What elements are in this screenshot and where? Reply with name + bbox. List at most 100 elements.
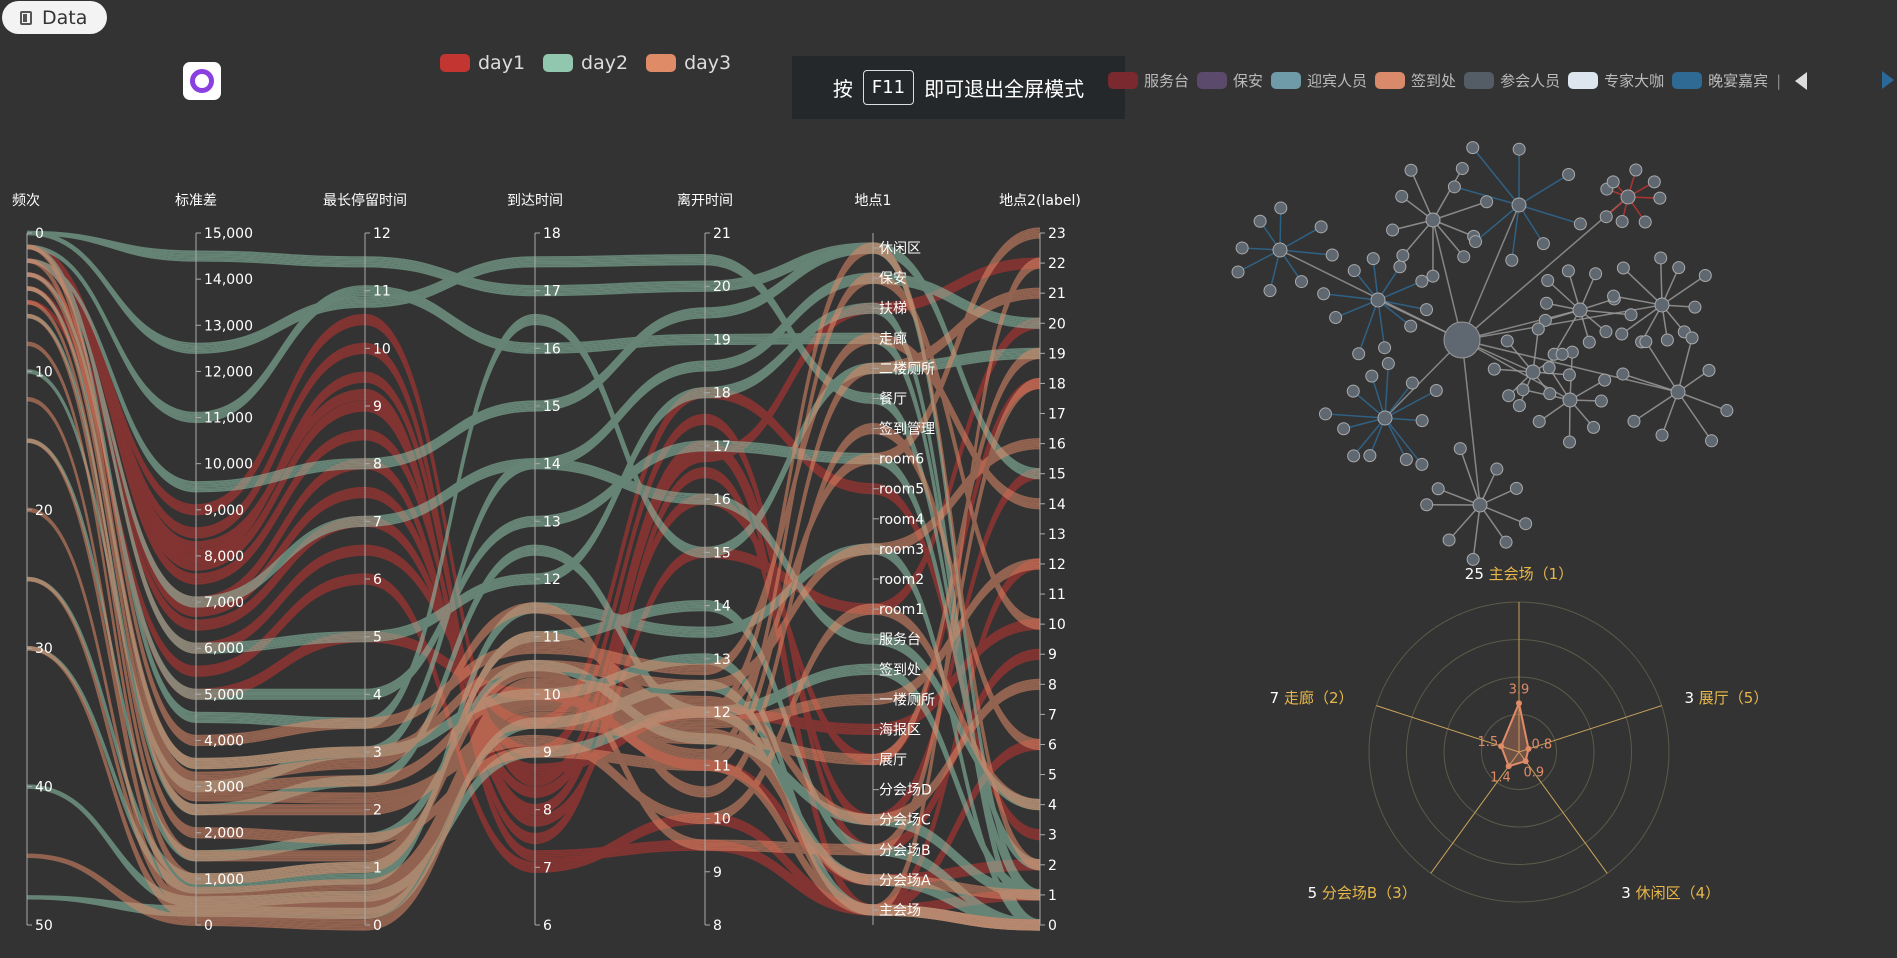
radar-point [1525, 745, 1532, 752]
radar-indicator-badge: 3 [1621, 884, 1635, 902]
legend-item-role[interactable]: 晚宴嘉宾 [1672, 70, 1768, 91]
graph-link [1661, 391, 1679, 436]
graph-link [1357, 299, 1379, 354]
graph-node [1541, 273, 1555, 287]
graph-node [1647, 175, 1661, 189]
series-line [26, 272, 1041, 846]
graph-node [1589, 267, 1603, 281]
series-line [26, 247, 1041, 916]
series-line [26, 244, 1041, 921]
series-line [26, 684, 1041, 926]
graph-node [1532, 414, 1546, 428]
graph-node [1573, 217, 1587, 231]
search-app-icon[interactable] [183, 62, 221, 100]
series-line [26, 397, 1041, 923]
series-line [26, 231, 1041, 893]
series-line [26, 646, 1041, 914]
legend-item-role[interactable]: 迎宾人员 [1271, 70, 1367, 91]
series-line [26, 246, 1041, 836]
legend-next-icon[interactable] [1882, 71, 1894, 89]
axis-tick-label: 17 [543, 284, 561, 300]
graph-node [1426, 269, 1440, 283]
axis-tick-label: 9 [543, 745, 552, 761]
series-line [26, 245, 1041, 908]
graph-node [1599, 210, 1613, 224]
legend-item-day3[interactable]: day3 [646, 52, 731, 74]
radar-indicator-label: 7 走廊（2） [1270, 689, 1354, 707]
graph-node [1420, 498, 1434, 512]
series-line [26, 233, 1041, 901]
series-line [26, 260, 1041, 796]
axis-tick-label: 0 [373, 918, 382, 934]
magnifier-icon [190, 69, 214, 93]
series-line [26, 259, 1041, 910]
axis-tick-label: room6 [879, 452, 924, 468]
series-line [26, 273, 1041, 850]
series-line [26, 259, 1041, 603]
legend-item-role[interactable]: 保安 [1197, 70, 1263, 91]
legend-swatch [646, 54, 677, 72]
series-line [26, 314, 1041, 856]
graph-node [1516, 383, 1530, 397]
graph-node [1346, 384, 1360, 398]
data-button[interactable]: Data [2, 1, 107, 34]
series-line [26, 272, 1041, 762]
series-line [26, 247, 1041, 880]
radar-chart: 3.90.80.91.41.525 主会场（1）3 展厅（5）3 休闲区（4）5… [1270, 565, 1768, 903]
fullscreen-notice: 按 F11 即可退出全屏模式 [792, 56, 1125, 119]
legend-label: day2 [581, 52, 629, 74]
graph-node [1525, 364, 1541, 380]
axis-tick-label: 海报区 [879, 722, 921, 738]
graph-link [1579, 309, 1632, 316]
series-line [26, 259, 1041, 911]
graph-link [1461, 339, 1571, 401]
graph-link [1369, 417, 1386, 456]
series-line [26, 507, 1041, 908]
graph-node [1509, 481, 1523, 495]
radar-axis [1376, 705, 1520, 753]
series-line [26, 258, 1041, 908]
series-line [26, 245, 1041, 925]
axis-tick-label: 7,000 [204, 595, 244, 611]
graph-link [1377, 280, 1423, 301]
legend-item-role[interactable]: 签到处 [1375, 70, 1456, 91]
series-line [26, 510, 1041, 917]
series-line [26, 300, 1041, 910]
graph-link [1475, 204, 1520, 243]
axis-tick-label: 23 [1048, 226, 1066, 242]
legend-item-day1[interactable]: day1 [440, 52, 525, 74]
series-line [26, 288, 1041, 884]
series-line [26, 721, 1041, 931]
axis-tick-label: 17 [713, 439, 731, 455]
series-line [26, 399, 1041, 929]
graph-link [1459, 448, 1481, 506]
series-line [26, 258, 1041, 788]
series-line [26, 292, 1041, 840]
radar-indicator: 3 展厅（5） [1684, 689, 1768, 707]
series-line [26, 232, 1041, 896]
legend-item-role[interactable]: 专家大咖 [1568, 70, 1664, 91]
graph-node [1274, 201, 1288, 215]
series-line [26, 287, 1041, 806]
legend-swatch [1197, 72, 1228, 89]
axis-tick-label: 7 [543, 860, 552, 876]
series-line [26, 247, 1041, 488]
radar-point [1498, 743, 1505, 750]
graph-node [1531, 322, 1545, 336]
series-line [26, 258, 1041, 908]
legend-prev-icon[interactable] [1795, 71, 1808, 90]
legend-item-role[interactable]: 服务台 [1108, 70, 1189, 91]
radar-indicator-badge: 7 [1270, 689, 1284, 707]
series-line [26, 286, 1041, 801]
axis-tick-label: 17 [1048, 407, 1066, 423]
series-line [26, 577, 1041, 925]
series-line [26, 288, 1041, 883]
graph-link [1353, 417, 1386, 457]
legend-item-role[interactable]: 参会人员 [1464, 70, 1560, 91]
series-line [26, 272, 1041, 903]
legend-item-day2[interactable]: day2 [543, 52, 628, 74]
series-line [26, 681, 1041, 923]
radar-indicator: 25 主会场（1） [1465, 565, 1573, 583]
series-line [26, 544, 1041, 923]
series-line [26, 668, 1041, 903]
